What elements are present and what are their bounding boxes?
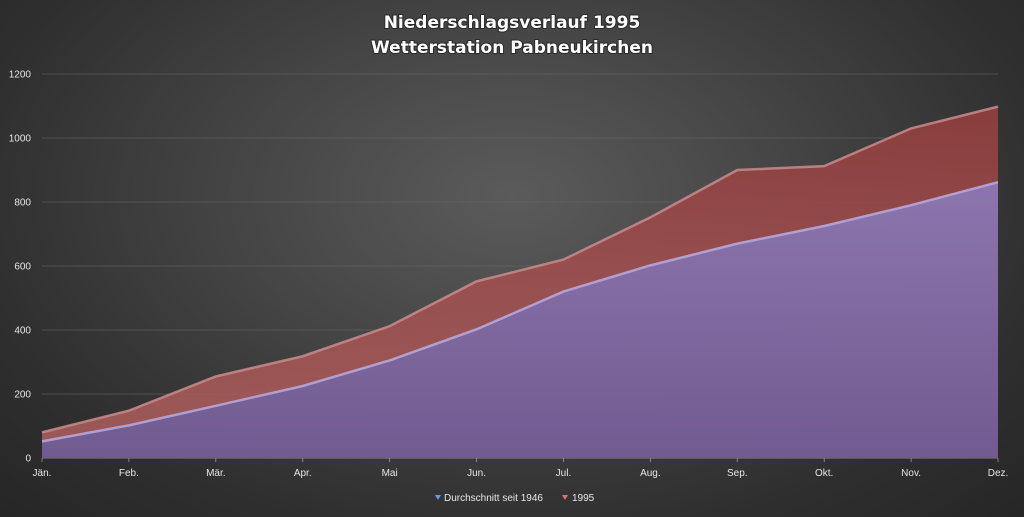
x-tick-label: Aug.: [640, 468, 661, 479]
series-1995-line: [41, 105, 999, 434]
y-axis: 0 200 400 600 800 1000 1200: [9, 70, 32, 465]
y-tick-label: 800: [14, 198, 31, 209]
y-tick-label: 400: [14, 326, 31, 337]
plot-area: [41, 105, 999, 458]
legend-label-1995: 1995: [572, 493, 595, 504]
x-tick-label: Mär.: [206, 468, 225, 479]
x-tick-label: Nov.: [901, 468, 921, 479]
y-tick-label: 200: [14, 390, 31, 401]
y-tick-label: 0: [25, 454, 31, 465]
chart-title: Niederschlagsverlauf 1995: [384, 13, 641, 33]
x-tick-label: Dez.: [988, 468, 1009, 479]
x-axis: Jän. Feb. Mär. Apr. Mai Jun. Jul. Aug. Sep. Okt. N…: [33, 458, 1009, 479]
chart-subtitle: Wetterstation Pabneukirchen: [371, 38, 653, 58]
legend: Durchschnitt seit 1946 1995: [435, 493, 595, 504]
legend-marker-avg: [435, 495, 441, 500]
series-avg-area: [42, 182, 998, 458]
x-tick-label: Jul.: [556, 468, 572, 479]
x-tick-label: Apr.: [294, 468, 312, 479]
x-tick-label: Feb.: [119, 468, 139, 479]
legend-label-avg: Durchschnitt seit 1946: [444, 493, 543, 504]
x-tick-label: Jun.: [467, 468, 486, 479]
y-tick-label: 1000: [9, 134, 32, 145]
y-tick-label: 1200: [9, 70, 32, 81]
x-tick-label: Mai: [382, 468, 398, 479]
x-tick-label: Jän.: [33, 468, 52, 479]
x-tick-label: Okt.: [815, 468, 833, 479]
x-tick-label: Sep.: [727, 468, 748, 479]
y-tick-label: 600: [14, 262, 31, 273]
legend-marker-1995: [562, 495, 568, 500]
series-avg-line: [41, 180, 999, 443]
